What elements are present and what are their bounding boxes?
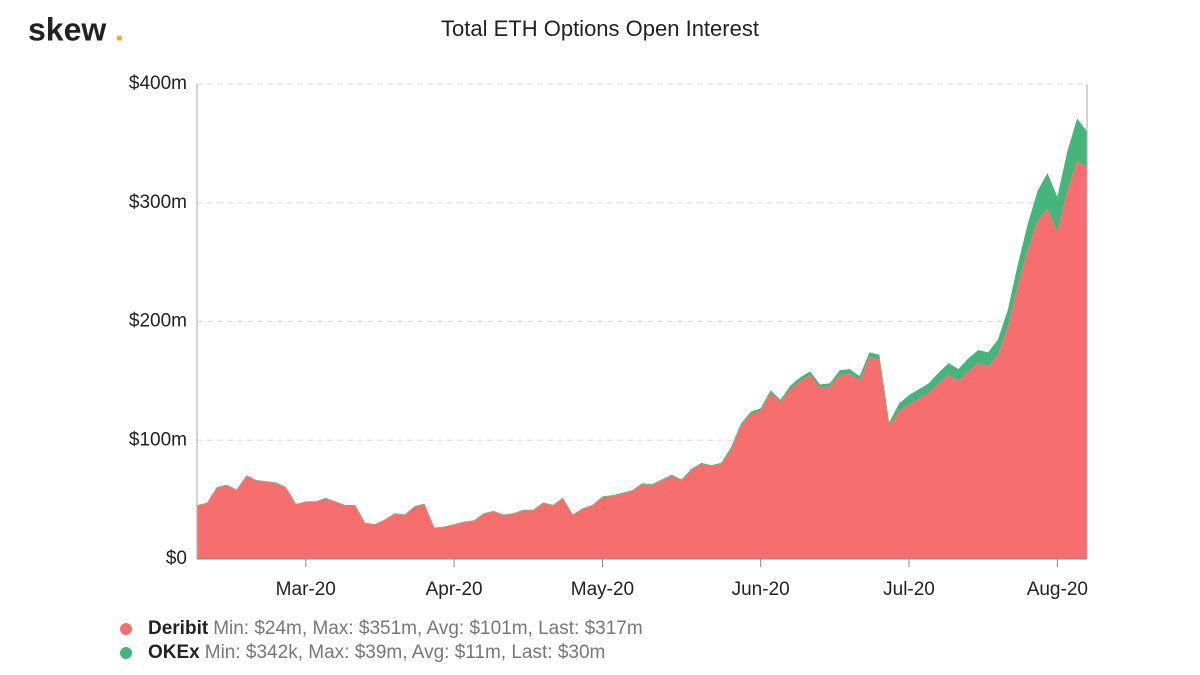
legend-stats: Min: $24m, Max: $351m, Avg: $101m, Last:… bbox=[213, 618, 643, 639]
logo-dot: . bbox=[115, 11, 124, 47]
y-tick-label: $300m bbox=[129, 192, 187, 213]
area bbox=[197, 161, 1087, 559]
x-tick-label: Apr-20 bbox=[426, 579, 483, 600]
legend-marker bbox=[120, 623, 132, 635]
x-tick-label: May-20 bbox=[571, 579, 634, 600]
y-tick-label: $200m bbox=[129, 311, 187, 332]
area bbox=[197, 118, 1087, 529]
legend-entry: Deribit Min: $24m, Max: $351m, Avg: $101m… bbox=[148, 618, 643, 639]
x-tick-label: Jul-20 bbox=[883, 579, 935, 600]
chart-title: Total ETH Options Open Interest bbox=[441, 16, 759, 41]
x-tick-label: Mar-20 bbox=[276, 579, 336, 600]
x-tick-label: Aug-20 bbox=[1027, 579, 1088, 600]
legend-marker bbox=[120, 647, 132, 659]
legend-stats: Min: $342k, Max: $39m, Avg: $11m, Last: … bbox=[205, 642, 606, 663]
legend-name: Deribit bbox=[148, 618, 209, 639]
legend-name: OKEx bbox=[148, 642, 200, 663]
y-tick-label: $400m bbox=[129, 73, 187, 94]
x-tick-label: Jun-20 bbox=[732, 579, 790, 600]
y-tick-label: $100m bbox=[129, 429, 187, 450]
y-tick-label: $0 bbox=[166, 548, 187, 569]
logo: skew bbox=[28, 11, 106, 47]
legend-entry: OKEx Min: $342k, Max: $39m, Avg: $11m, La… bbox=[148, 642, 605, 663]
